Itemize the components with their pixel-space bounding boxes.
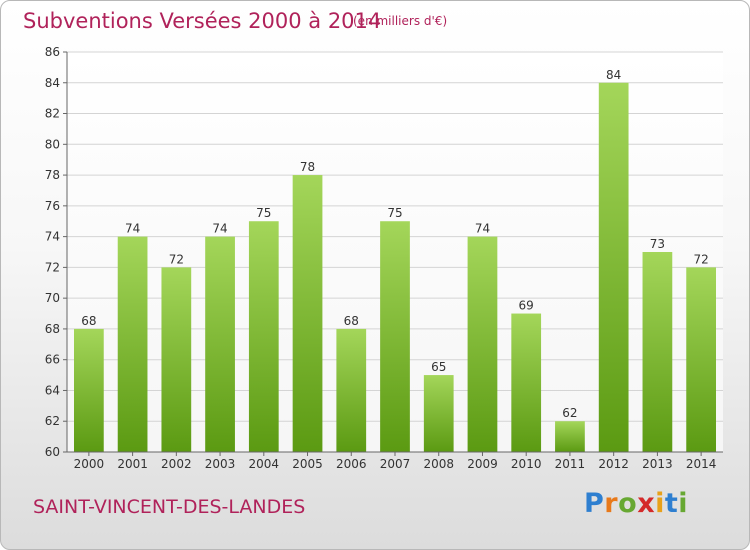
- bar-value-label: 75: [256, 206, 271, 220]
- y-tick-label: 68: [45, 322, 60, 336]
- bar: [598, 82, 629, 453]
- x-tick-label: 2014: [686, 457, 717, 471]
- y-tick-label: 74: [45, 230, 60, 244]
- y-tick-label: 62: [45, 414, 60, 428]
- y-tick-label: 66: [45, 353, 60, 367]
- x-tick-label: 2010: [511, 457, 542, 471]
- y-tick-label: 72: [45, 260, 60, 274]
- bar: [555, 421, 585, 452]
- x-tick-label: 2005: [292, 457, 323, 471]
- bar-value-label: 69: [519, 299, 534, 313]
- x-tick-label: 2013: [642, 457, 673, 471]
- x-tick-label: 2004: [249, 457, 280, 471]
- bar: [73, 328, 104, 452]
- bar-value-label: 74: [125, 222, 140, 236]
- logo-letter: P: [584, 488, 605, 519]
- bar-value-label: 72: [693, 252, 708, 266]
- x-tick-label: 2001: [117, 457, 148, 471]
- y-tick-label: 70: [45, 291, 60, 305]
- bar-value-label: 75: [387, 206, 402, 220]
- x-tick-label: 2000: [74, 457, 105, 471]
- bar: [205, 236, 235, 452]
- x-tick-label: 2006: [336, 457, 367, 471]
- logo-letter: r: [604, 488, 619, 519]
- proxiti-logo: Proxiti: [584, 488, 688, 519]
- logo-letter: i: [678, 488, 689, 519]
- y-tick-label: 76: [45, 199, 60, 213]
- bar-value-label: 84: [606, 68, 621, 82]
- bar: [161, 267, 192, 452]
- logo-letter: o: [618, 488, 638, 519]
- y-tick-label: 80: [45, 137, 60, 151]
- bar: [686, 267, 717, 452]
- bar-value-label: 65: [431, 360, 446, 374]
- y-tick-label: 86: [45, 45, 60, 59]
- bar: [380, 221, 410, 452]
- bar-value-label: 78: [300, 160, 315, 174]
- x-tick-label: 2009: [467, 457, 498, 471]
- commune-name: SAINT-VINCENT-DES-LANDES: [33, 496, 306, 518]
- logo-letter: t: [664, 488, 679, 519]
- x-tick-label: 2008: [423, 457, 454, 471]
- bar: [117, 236, 148, 452]
- y-tick-label: 84: [45, 76, 60, 90]
- bar-value-label: 62: [562, 406, 577, 420]
- x-tick-label: 2011: [555, 457, 586, 471]
- chart-unit: (en milliers d'€): [353, 14, 448, 28]
- logo-letter: x: [637, 488, 656, 519]
- bar: [336, 328, 367, 452]
- bar-value-label: 68: [344, 314, 359, 328]
- x-tick-label: 2002: [161, 457, 192, 471]
- y-tick-label: 82: [45, 107, 60, 121]
- bar: [467, 236, 498, 452]
- bar: [642, 252, 673, 452]
- x-tick-label: 2007: [380, 457, 411, 471]
- logo-letter: i: [655, 488, 665, 519]
- bar-value-label: 73: [650, 237, 665, 251]
- x-tick-label: 2003: [205, 457, 236, 471]
- bar: [423, 375, 454, 452]
- bar-value-label: 74: [212, 222, 227, 236]
- bar: [248, 221, 279, 452]
- bar: [292, 175, 323, 453]
- bar-value-label: 74: [475, 222, 490, 236]
- bar-value-label: 68: [81, 314, 96, 328]
- x-tick-label: 2012: [598, 457, 629, 471]
- y-tick-label: 60: [45, 445, 60, 459]
- y-tick-label: 64: [45, 383, 60, 397]
- y-tick-label: 78: [45, 168, 60, 182]
- bar-value-label: 72: [169, 252, 184, 266]
- bar: [511, 313, 542, 452]
- chart-title: Subventions Versées 2000 à 2014: [23, 9, 382, 33]
